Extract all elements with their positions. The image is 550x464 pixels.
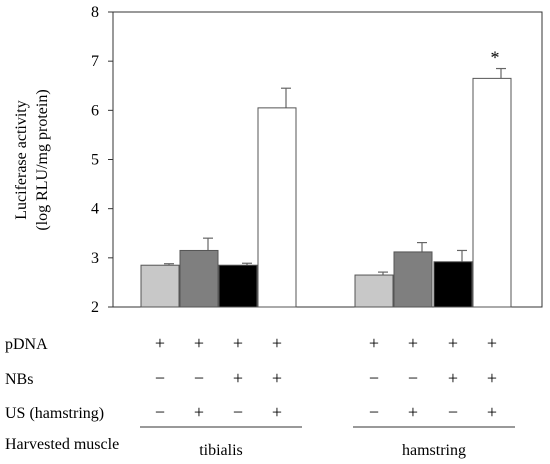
- condition-mark: +: [448, 333, 458, 353]
- condition-table: pDNA + + + + + + + + NBs − − + + − − + + US (hamstring) − + −…: [5, 333, 497, 422]
- bar: [433, 261, 473, 308]
- y-axis-label-line2: (log RLU/mg protein): [34, 89, 51, 230]
- condition-mark: −: [369, 402, 379, 422]
- group-name-label: hamstring: [402, 442, 466, 459]
- y-tick-label: 2: [91, 299, 99, 316]
- condition-mark: +: [369, 333, 379, 353]
- y-tick-label: 8: [91, 4, 99, 21]
- harvested-muscle-label: Harvested muscle: [5, 436, 119, 453]
- y-tick-label: 3: [91, 250, 99, 267]
- condition-mark: −: [448, 402, 458, 422]
- bar: [257, 107, 297, 308]
- condition-mark: +: [272, 333, 282, 353]
- bar-series: *: [140, 48, 512, 308]
- bar: [140, 264, 180, 308]
- y-tick-label: 6: [91, 102, 99, 119]
- condition-mark: +: [487, 402, 497, 422]
- bar: [179, 249, 219, 308]
- condition-mark: +: [487, 368, 497, 388]
- condition-mark: +: [233, 333, 243, 353]
- condition-mark: +: [487, 333, 497, 353]
- condition-mark: +: [155, 333, 165, 353]
- y-axis-label-line1: Luciferase activity: [13, 100, 30, 220]
- condition-mark: +: [272, 368, 282, 388]
- significance-marker: *: [491, 48, 500, 68]
- condition-label: US (hamstring): [5, 405, 104, 422]
- condition-mark: +: [194, 333, 204, 353]
- bar: [393, 251, 433, 308]
- condition-mark: −: [408, 368, 418, 388]
- condition-mark: +: [194, 402, 204, 422]
- condition-mark: −: [155, 402, 165, 422]
- condition-mark: +: [233, 368, 243, 388]
- condition-mark: −: [155, 368, 165, 388]
- condition-mark: +: [448, 368, 458, 388]
- condition-mark: +: [272, 402, 282, 422]
- y-tick-label: 5: [91, 152, 99, 169]
- bar: [472, 77, 512, 308]
- condition-mark: −: [369, 368, 379, 388]
- group-labels: tibialis hamstring: [140, 426, 515, 459]
- condition-label: NBs: [5, 371, 33, 388]
- condition-mark: +: [408, 402, 418, 422]
- y-tick-label: 4: [91, 201, 99, 218]
- y-axis: 2 3 4 5 6 7 8: [91, 4, 113, 316]
- y-tick-label: 7: [91, 53, 99, 70]
- group-name-label: tibialis: [199, 442, 243, 459]
- bar: [218, 264, 258, 308]
- bar: [354, 274, 394, 308]
- condition-mark: −: [194, 368, 204, 388]
- condition-label: pDNA: [5, 336, 48, 353]
- condition-mark: +: [408, 333, 418, 353]
- condition-mark: −: [233, 402, 243, 422]
